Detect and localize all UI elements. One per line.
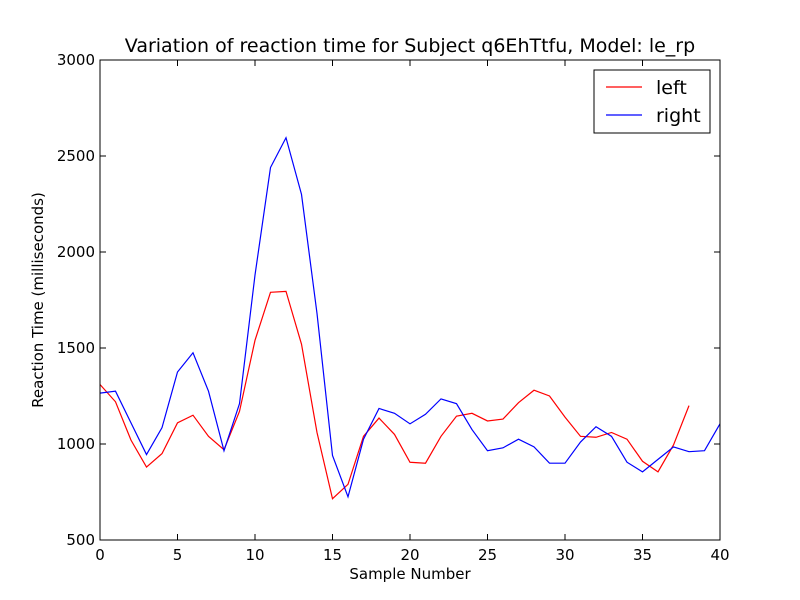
- series-lines: [99, 136, 721, 500]
- legend-label-right: right: [656, 105, 701, 127]
- y-tick-label: 2000: [57, 243, 95, 261]
- axis-ticks: [99, 59, 721, 541]
- x-tick-label: 30: [555, 546, 574, 564]
- y-tick-label: 3000: [57, 51, 95, 69]
- x-tick-label: 35: [633, 546, 652, 564]
- series-line-right: [99, 136, 721, 499]
- y-axis-label: Reaction Time (milliseconds): [29, 192, 47, 408]
- series-line-left: [99, 290, 690, 500]
- x-tick-label: 15: [323, 546, 342, 564]
- y-tick-label: 1500: [57, 339, 95, 357]
- legend-box: [593, 69, 711, 134]
- x-tick-label: 25: [478, 546, 497, 564]
- legend: left right: [593, 69, 711, 134]
- tick-labels: 0 5 10 15 20 25 30 35 40 500 1000 1500 2000 2500 3000: [57, 51, 730, 564]
- x-axis-label: Sample Number: [349, 565, 471, 583]
- plot-area: [99, 59, 721, 541]
- y-tick-label: 2500: [57, 147, 95, 165]
- y-tick-label: 1000: [57, 435, 95, 453]
- x-tick-label: 20: [400, 546, 419, 564]
- legend-label-left: left: [656, 77, 687, 99]
- x-tick-label: 40: [710, 546, 729, 564]
- plot-frame: [99, 59, 721, 541]
- chart-title: Variation of reaction time for Subject q…: [125, 35, 695, 57]
- x-tick-label: 5: [173, 546, 183, 564]
- x-tick-label: 0: [95, 546, 105, 564]
- x-tick-label: 10: [245, 546, 264, 564]
- y-tick-label: 500: [66, 531, 95, 549]
